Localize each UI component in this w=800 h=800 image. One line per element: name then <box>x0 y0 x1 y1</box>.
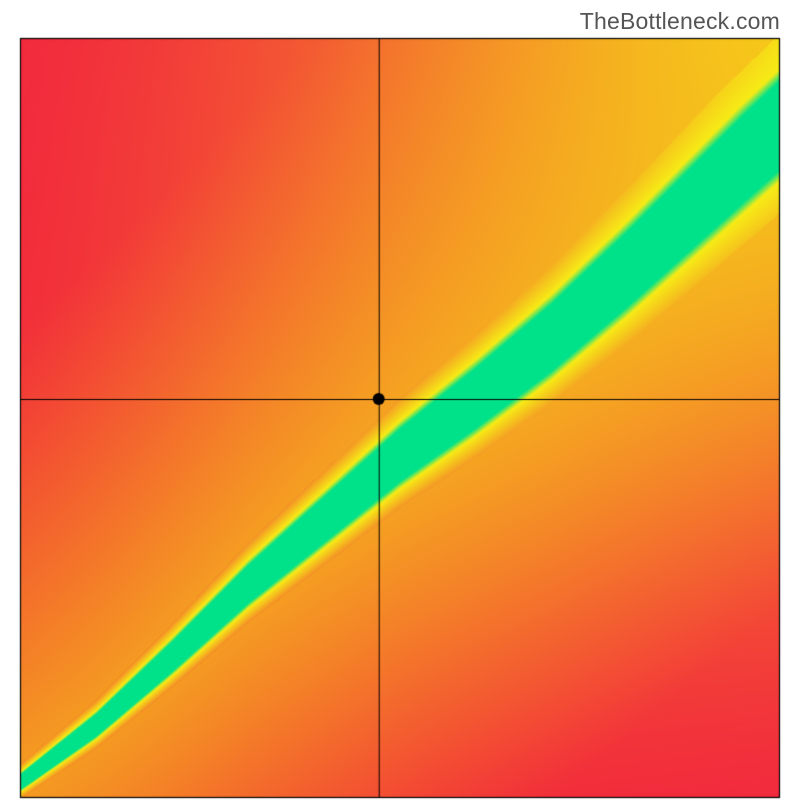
watermark-text: TheBottleneck.com <box>580 8 780 35</box>
heatmap-canvas <box>0 0 800 800</box>
chart-container: TheBottleneck.com <box>0 0 800 800</box>
